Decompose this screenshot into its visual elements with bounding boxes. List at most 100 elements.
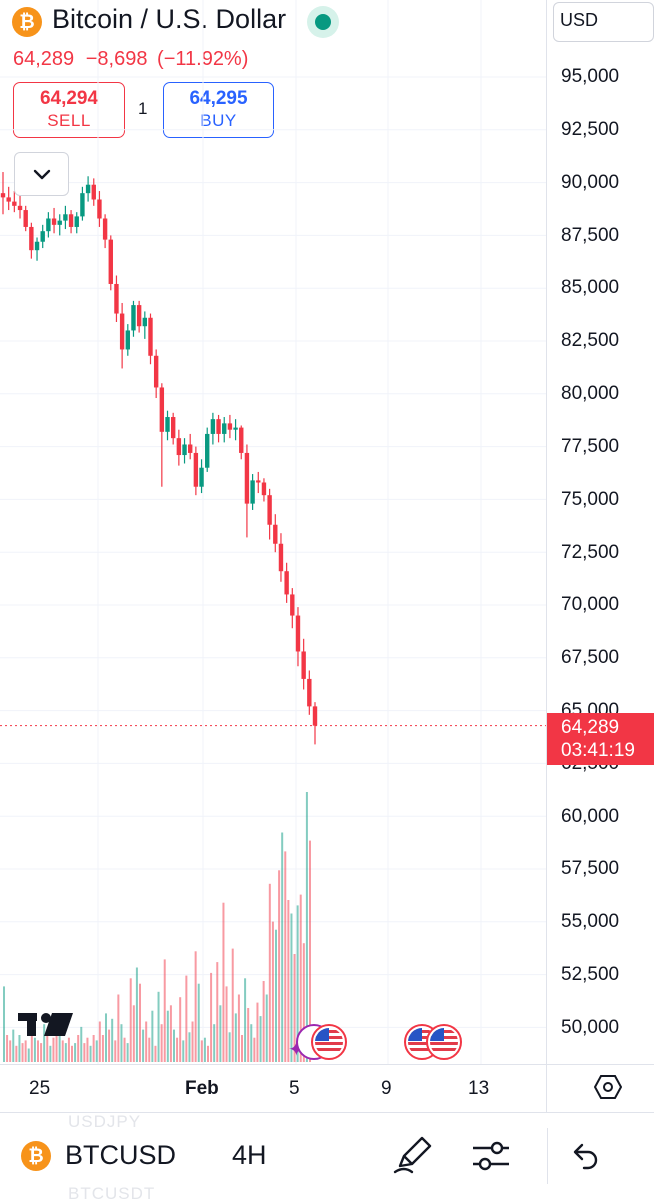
volume-bar [108,1029,111,1062]
volume-bar [89,1045,92,1062]
candle-body [17,205,23,211]
volume-bar [18,1035,21,1062]
pen-icon[interactable] [392,1136,432,1176]
price-tick: 82,500 [561,330,620,351]
candle-body [57,220,62,225]
time-axis-divider [0,1064,654,1065]
price-summary: 64,289 −8,698 (−11.92%) [13,48,248,71]
candle-body [102,218,108,240]
collapse-button[interactable] [14,152,69,196]
volume-bar [58,1032,61,1062]
volume-bar [194,951,197,1062]
volume-bar [15,1045,18,1062]
volume-bar [275,929,277,1062]
volume-bar [176,1037,179,1062]
volume-bar [3,986,5,1062]
time-tick: 5 [289,1078,300,1099]
volume-bars [3,792,311,1062]
candle-body [125,330,130,350]
volume-bar [302,943,305,1062]
volume-bar [173,1029,175,1062]
price-tick: 72,500 [561,542,620,563]
volume-bar [33,1037,36,1062]
bitcoin-icon: ₿ [21,1141,51,1171]
currency-select[interactable]: USD [553,2,654,42]
chevron-down-icon [33,169,50,180]
candle-body [250,480,255,504]
sell-button[interactable]: 64,294 SELL [13,82,125,138]
candle-body [227,423,233,430]
symbol-picker-prev[interactable]: USDJPY [68,1112,142,1131]
candle-body [261,482,267,496]
volume-bar [188,1032,191,1062]
price-tick: 92,500 [561,119,620,140]
volume-bar [95,1040,98,1062]
volume-bar [179,997,182,1062]
volume-bar [200,1040,203,1062]
volume-bar [37,1040,39,1062]
volume-bar [225,986,228,1062]
candle-body [267,495,272,525]
candle-body [301,651,306,679]
volume-bar [250,1024,253,1062]
last-price: 64,289 [13,48,75,70]
candle-body [210,419,216,434]
undo-icon[interactable] [570,1142,602,1172]
candle-body [193,452,199,487]
candle-body [97,199,102,219]
buy-button[interactable]: 64,295 BUY [163,82,274,138]
chart-grid [0,0,546,1064]
price-tick: 95,000 [561,66,620,87]
candle-body [165,417,170,432]
volume-bar [67,1037,70,1062]
volume-bar [148,1037,151,1062]
price-tick: 60,000 [561,806,620,827]
price-tick: 85,000 [561,277,620,298]
volume-bar [222,902,225,1062]
candle-body [216,419,221,434]
volume-bar [80,1026,83,1062]
volume-bar [135,967,138,1062]
buy-label: BUY [200,111,237,130]
price-tick: 87,500 [561,225,620,246]
volume-bar [83,1043,86,1062]
volume-bar [98,1021,101,1062]
price-tick: 77,500 [561,436,620,457]
candle-body [40,231,45,242]
us-flag-icon [426,1024,462,1060]
interval-selector[interactable]: 4H [232,1140,267,1170]
volume-bar [197,983,200,1062]
volume-bar [105,1013,107,1062]
volume-bar [160,1024,163,1062]
volume-bar [52,1037,55,1062]
price-chart[interactable] [0,0,546,1064]
volume-bar [241,1035,243,1062]
price-tick: 52,500 [561,964,620,985]
volume-bar [163,959,166,1062]
price-tick: 75,000 [561,489,620,510]
economic-events[interactable]: ✦ [286,1022,476,1062]
us-flag-icon [311,1024,347,1060]
volume-bar [64,1043,67,1062]
candle-body [68,214,74,227]
volume-bar [40,1043,43,1062]
candles [0,172,318,745]
candle-body [6,197,11,202]
volume-bar [284,851,287,1062]
symbol-picker-next[interactable]: BTCUSDT [68,1184,156,1203]
chart-settings-icon[interactable] [594,1073,622,1101]
candle-body [142,317,148,327]
sliders-icon[interactable] [471,1138,511,1174]
symbol-title[interactable]: Bitcoin / U.S. Dollar [52,4,287,34]
symbol-selector[interactable]: BTCUSD [65,1140,177,1170]
volume-bar [278,870,281,1062]
candle-body [153,355,159,388]
candle-body [108,239,113,284]
price-tick: 57,500 [561,858,620,879]
volume-bar [49,1045,52,1062]
candle-body [148,317,153,356]
volume-bar [92,1035,95,1062]
volume-bar [24,1040,27,1062]
candle-body [159,387,165,432]
volume-bar [207,1045,209,1062]
